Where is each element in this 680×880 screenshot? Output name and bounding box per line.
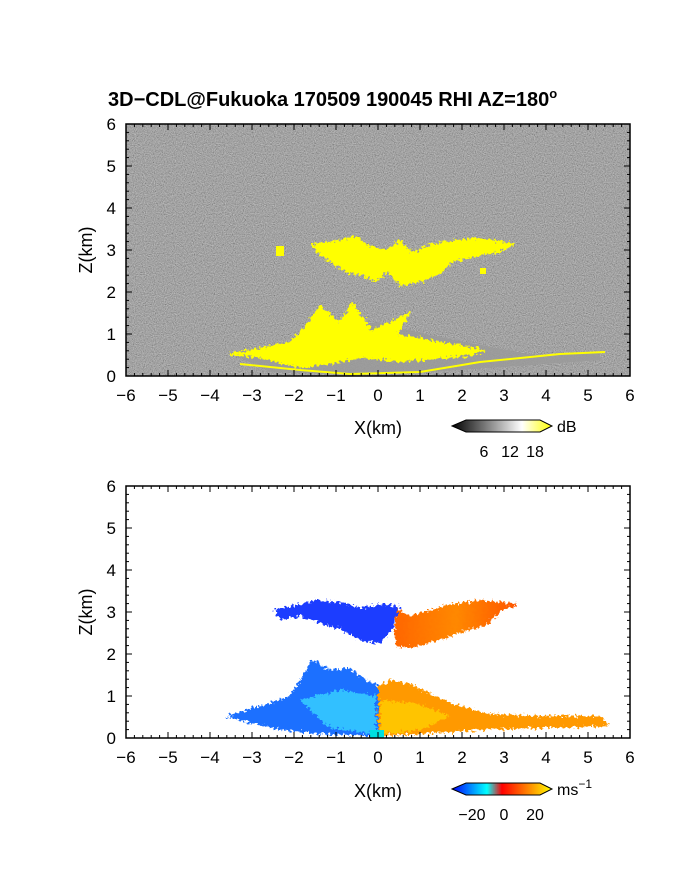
velocity-ytick-label: 4 — [107, 561, 116, 580]
velocity-xtick-label: 4 — [541, 748, 550, 767]
velocity-colorbar-unit-exp: −1 — [578, 777, 592, 791]
snr-xtick-label: 4 — [541, 386, 550, 405]
snr-ytick-label: 5 — [107, 157, 116, 176]
snr-colorbar-unit: dB — [557, 419, 577, 436]
snr-colorbar-tick-2: 12 — [501, 444, 519, 461]
velocity-ytick-label: 5 — [107, 519, 116, 538]
velocity-colorbar-tick-1: −20 — [458, 807, 485, 824]
velocity-elevated-positive — [394, 600, 518, 648]
velocity-xtick-label: −1 — [326, 748, 345, 767]
velocity-boundary-positive-core — [380, 700, 450, 734]
velocity-xtick-label: −4 — [200, 748, 219, 767]
snr-colorbar: dB 6 12 18 — [450, 419, 577, 461]
snr-colorbar-bar — [450, 419, 554, 433]
snr-xtick-label: −5 — [158, 386, 177, 405]
velocity-xlabel: X(km) — [354, 781, 402, 801]
velocity-ytick-label: 1 — [107, 687, 116, 706]
velocity-ylabel: Z(km) — [76, 589, 96, 636]
snr-colorbar-tick-1: 6 — [480, 444, 489, 461]
snr-xtick-label: 3 — [499, 386, 508, 405]
snr-colorbar-tick-3: 18 — [526, 444, 544, 461]
snr-xtick-label: 0 — [373, 386, 382, 405]
snr-speck-left — [276, 246, 284, 256]
snr-xtick-label: −2 — [284, 386, 303, 405]
velocity-elevated-negative — [274, 600, 400, 644]
velocity-ytick-label: 2 — [107, 645, 116, 664]
velocity-colorbar-unit-base: ms — [557, 782, 578, 799]
velocity-colorbar: ms−1 −20 0 20 — [450, 777, 592, 824]
velocity-center-marker — [370, 730, 384, 738]
snr-ytick-label: 6 — [107, 115, 116, 134]
snr-xtick-label: 5 — [583, 386, 592, 405]
snr-ytick-label: 4 — [107, 199, 116, 218]
velocity-xtick-label: 2 — [457, 748, 466, 767]
snr-xlabel: X(km) — [354, 418, 402, 438]
velocity-xtick-label: 1 — [415, 748, 424, 767]
snr-xtick-label: −3 — [242, 386, 261, 405]
velocity-xtick-label: 3 — [499, 748, 508, 767]
chart-title-degree: o — [549, 86, 557, 101]
velocity-ticks — [125, 485, 631, 739]
chart-title: 3D−CDL@Fukuoka 170509 190045 RHI AZ=180o — [108, 86, 557, 111]
snr-ytick-label: 1 — [107, 325, 116, 344]
snr-elevated-layer — [312, 236, 515, 286]
velocity-xtick-label: −3 — [242, 748, 261, 767]
snr-ylabel: Z(km) — [76, 227, 96, 274]
velocity-colorbar-unit: ms−1 — [557, 777, 592, 799]
velocity-ytick-labels: 0 1 2 3 4 5 6 — [107, 477, 116, 748]
velocity-ytick-label: 6 — [107, 477, 116, 496]
velocity-xtick-label: 5 — [583, 748, 592, 767]
velocity-colorbar-tick-3: 20 — [526, 807, 544, 824]
snr-ytick-label: 2 — [107, 283, 116, 302]
snr-ytick-labels: 0 1 2 3 4 5 6 — [107, 115, 116, 386]
velocity-ytick-label: 0 — [107, 729, 116, 748]
snr-ticks — [125, 123, 631, 377]
velocity-xtick-label: −6 — [116, 748, 135, 767]
snr-xtick-label: 2 — [457, 386, 466, 405]
velocity-xtick-label: 0 — [373, 748, 382, 767]
snr-ytick-label: 3 — [107, 241, 116, 260]
velocity-ytick-label: 3 — [107, 603, 116, 622]
velocity-xtick-label: −5 — [158, 748, 177, 767]
velocity-xtick-labels: −6 −5 −4 −3 −2 −1 0 1 2 3 4 5 6 — [116, 748, 634, 767]
snr-ytick-label: 0 — [107, 367, 116, 386]
snr-speck-right — [480, 268, 486, 274]
snr-boundary-layer — [228, 302, 488, 368]
snr-echo-features — [228, 236, 606, 376]
velocity-xtick-label: 6 — [625, 748, 634, 767]
velocity-boundary-negative-core — [300, 690, 376, 734]
snr-xtick-label: −1 — [326, 386, 345, 405]
velocity-xtick-label: −2 — [284, 748, 303, 767]
velocity-colorbar-tick-2: 0 — [500, 807, 509, 824]
snr-xtick-label: 6 — [625, 386, 634, 405]
chart-title-text: 3D−CDL@Fukuoka 170509 190045 RHI AZ=180 — [108, 89, 549, 111]
snr-xtick-label: −6 — [116, 386, 135, 405]
snr-xtick-labels: −6 −5 −4 −3 −2 −1 0 1 2 3 4 5 6 — [116, 386, 634, 405]
snr-xtick-label: −4 — [200, 386, 219, 405]
velocity-echo-features — [226, 600, 610, 736]
velocity-colorbar-bar — [450, 782, 554, 796]
snr-xtick-label: 1 — [415, 386, 424, 405]
